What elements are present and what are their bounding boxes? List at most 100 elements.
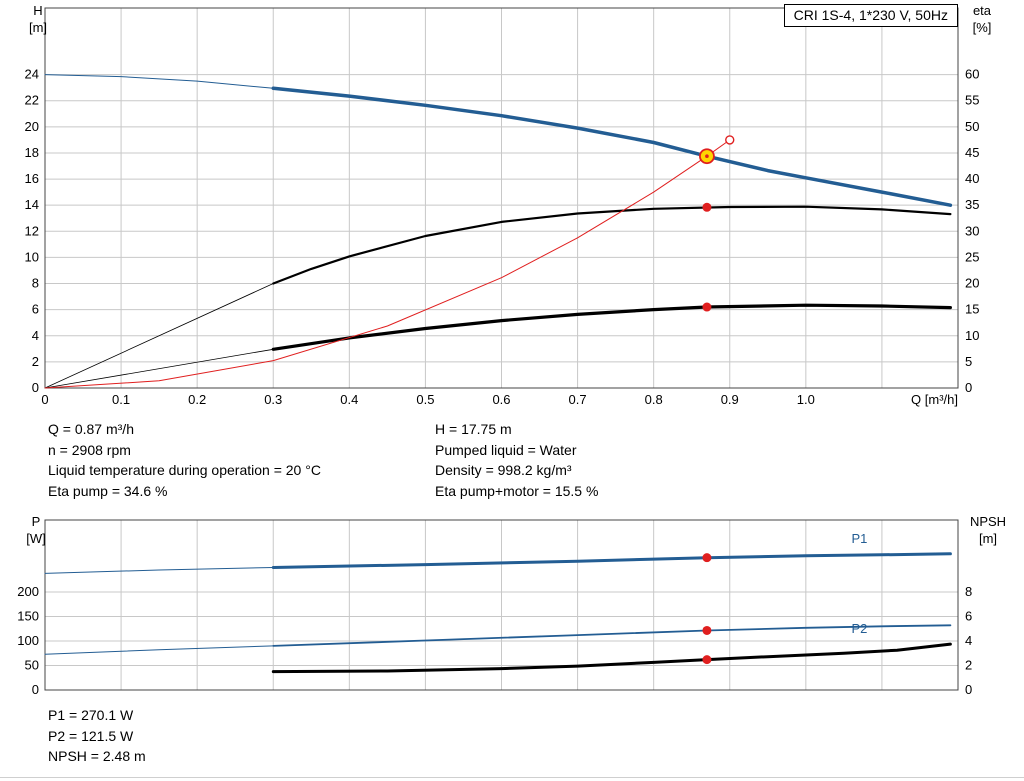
- eta-pump-curve: [272, 205, 952, 285]
- p1-duty-dot: [702, 553, 712, 563]
- head-axis-label-symbol: H: [33, 3, 43, 18]
- rated-point: [725, 135, 735, 145]
- p1-curve: [271, 552, 952, 569]
- y-right-tick: 0: [965, 682, 972, 697]
- npsh-duty-dot: [702, 655, 712, 665]
- x-tick: 0.4: [340, 392, 358, 407]
- pump-curve-low-flow: [44, 74, 274, 89]
- npsh-curve: [271, 642, 952, 674]
- power-axis-label-unit: [W]: [26, 531, 46, 546]
- y-right-tick: 6: [965, 609, 972, 624]
- p2-duty-dot: [702, 625, 712, 635]
- info-liquid-temperature: Liquid temperature during operation = 20…: [48, 462, 321, 478]
- eta-axis-label-unit: [%]: [972, 20, 992, 35]
- x-tick: 0.6: [492, 392, 510, 407]
- power-npsh-chart-svg: 0 50 100 150 200 0 2 4 6 8 P1 P2: [17, 519, 972, 697]
- y-right-tick: 2: [965, 658, 972, 673]
- x-tick: 0.7: [569, 392, 587, 407]
- eta-pump-motor-low-flow: [44, 348, 274, 389]
- p2-curve: [272, 624, 952, 647]
- p2-curve-low-flow: [44, 645, 274, 655]
- info-eta-pump-motor: Eta pump+motor = 15.5 %: [435, 482, 599, 499]
- window-bottom-edge: [0, 777, 1024, 778]
- y-right-tick: 30: [965, 223, 979, 238]
- y-left-tick: 12: [25, 223, 39, 238]
- y-left-tick: 22: [25, 93, 39, 108]
- y-right-tick: 25: [965, 249, 979, 264]
- x-tick: 0.1: [112, 392, 130, 407]
- y-left-tick: 24: [25, 67, 39, 82]
- flow-axis-label: Q [m³/h]: [911, 392, 958, 407]
- y-right-tick: 50: [965, 119, 979, 134]
- info-speed: n = 2908 rpm: [48, 441, 131, 458]
- x-tick: 0.9: [721, 392, 739, 407]
- info-npsh: NPSH = 2.48 m: [48, 748, 146, 764]
- y-left-tick: 200: [17, 584, 39, 599]
- y-left-tick: 20: [25, 119, 39, 134]
- y-right-tick: 60: [965, 67, 979, 82]
- eta-pump-low-flow: [44, 283, 274, 389]
- duty-info-left: Q = 0.87 m³/h n = 2908 rpm Liquid temper…: [48, 419, 321, 501]
- y-left-tick: 150: [17, 609, 39, 624]
- y-left-tick: 14: [25, 197, 39, 212]
- y-left-tick: 4: [32, 328, 39, 343]
- y-right-tick: 10: [965, 328, 979, 343]
- y-right-tick: 40: [965, 171, 979, 186]
- info-head: H = 17.75 m: [435, 421, 512, 437]
- p2-curve-label: P2: [851, 621, 867, 636]
- eta-pump-motor-duty-dot: [702, 302, 712, 312]
- head-axis-label: H [m]: [18, 2, 58, 36]
- eta-pump-motor-curve: [271, 303, 953, 351]
- p1-curve-label: P1: [851, 531, 867, 546]
- info-density: Density = 998.2 kg/m³: [435, 462, 572, 478]
- pump-title: CRI 1S-4, 1*230 V, 50Hz: [793, 7, 948, 23]
- info-p2: P2 = 121.5 W: [48, 727, 134, 744]
- x-tick: 0: [41, 392, 48, 407]
- duty-info-right: H = 17.75 m Pumped liquid = Water Densit…: [435, 419, 598, 501]
- npsh-axis-label-symbol: NPSH: [969, 514, 1007, 529]
- pump-curve: [271, 86, 953, 207]
- system-curve: [44, 139, 731, 389]
- power-axis-label: P [W]: [16, 513, 56, 547]
- y-left-tick: 6: [32, 302, 39, 317]
- x-tick: 0.3: [264, 392, 282, 407]
- info-eta-pump: Eta pump = 34.6 %: [48, 482, 168, 499]
- y-left-tick: 8: [32, 276, 39, 291]
- eta-pump-duty-dot: [702, 202, 712, 212]
- head-axis-label-unit: [m]: [28, 20, 48, 35]
- plot-frame: [44, 519, 959, 691]
- power-axis-label-symbol: P: [31, 514, 41, 529]
- y-left-tick: 0: [32, 682, 39, 697]
- y-right-tick: 55: [965, 93, 979, 108]
- y-left-tick: 50: [25, 658, 39, 673]
- x-tick: 0.8: [645, 392, 663, 407]
- x-tick: 1.0: [797, 392, 815, 407]
- npsh-axis-label: NPSH [m]: [962, 513, 1014, 547]
- duty-info-power: P1 = 270.1 W P2 = 121.5 W NPSH = 2.48 m: [48, 705, 146, 767]
- y-left-tick: 0: [32, 380, 39, 395]
- y-left-tick: 100: [17, 633, 39, 648]
- plot-frame: [44, 7, 959, 389]
- y-left-tick: 2: [32, 354, 39, 369]
- y-right-tick: 4: [965, 633, 972, 648]
- y-right-tick: 8: [965, 584, 972, 599]
- info-flow: Q = 0.87 m³/h: [48, 421, 134, 437]
- info-pumped-liquid: Pumped liquid = Water: [435, 441, 577, 458]
- y-left-tick: 18: [25, 145, 39, 160]
- info-p1: P1 = 270.1 W: [48, 707, 134, 723]
- y-right-tick: 20: [965, 276, 979, 291]
- x-tick: 0.2: [188, 392, 206, 407]
- y-right-tick: 35: [965, 197, 979, 212]
- y-left-tick: 16: [25, 171, 39, 186]
- y-right-tick: 15: [965, 302, 979, 317]
- qh-eta-chart-svg: 0246810121416182022240510152025303540455…: [25, 7, 979, 407]
- pump-title-box: CRI 1S-4, 1*230 V, 50Hz: [783, 4, 958, 27]
- npsh-axis-label-unit: [m]: [978, 531, 998, 546]
- eta-axis-label-symbol: eta: [972, 3, 992, 18]
- y-right-tick: 5: [965, 354, 972, 369]
- y-right-tick: 45: [965, 145, 979, 160]
- x-tick: 0.5: [416, 392, 434, 407]
- duty-point-center: [705, 154, 709, 159]
- eta-axis-label: eta [%]: [962, 2, 1002, 36]
